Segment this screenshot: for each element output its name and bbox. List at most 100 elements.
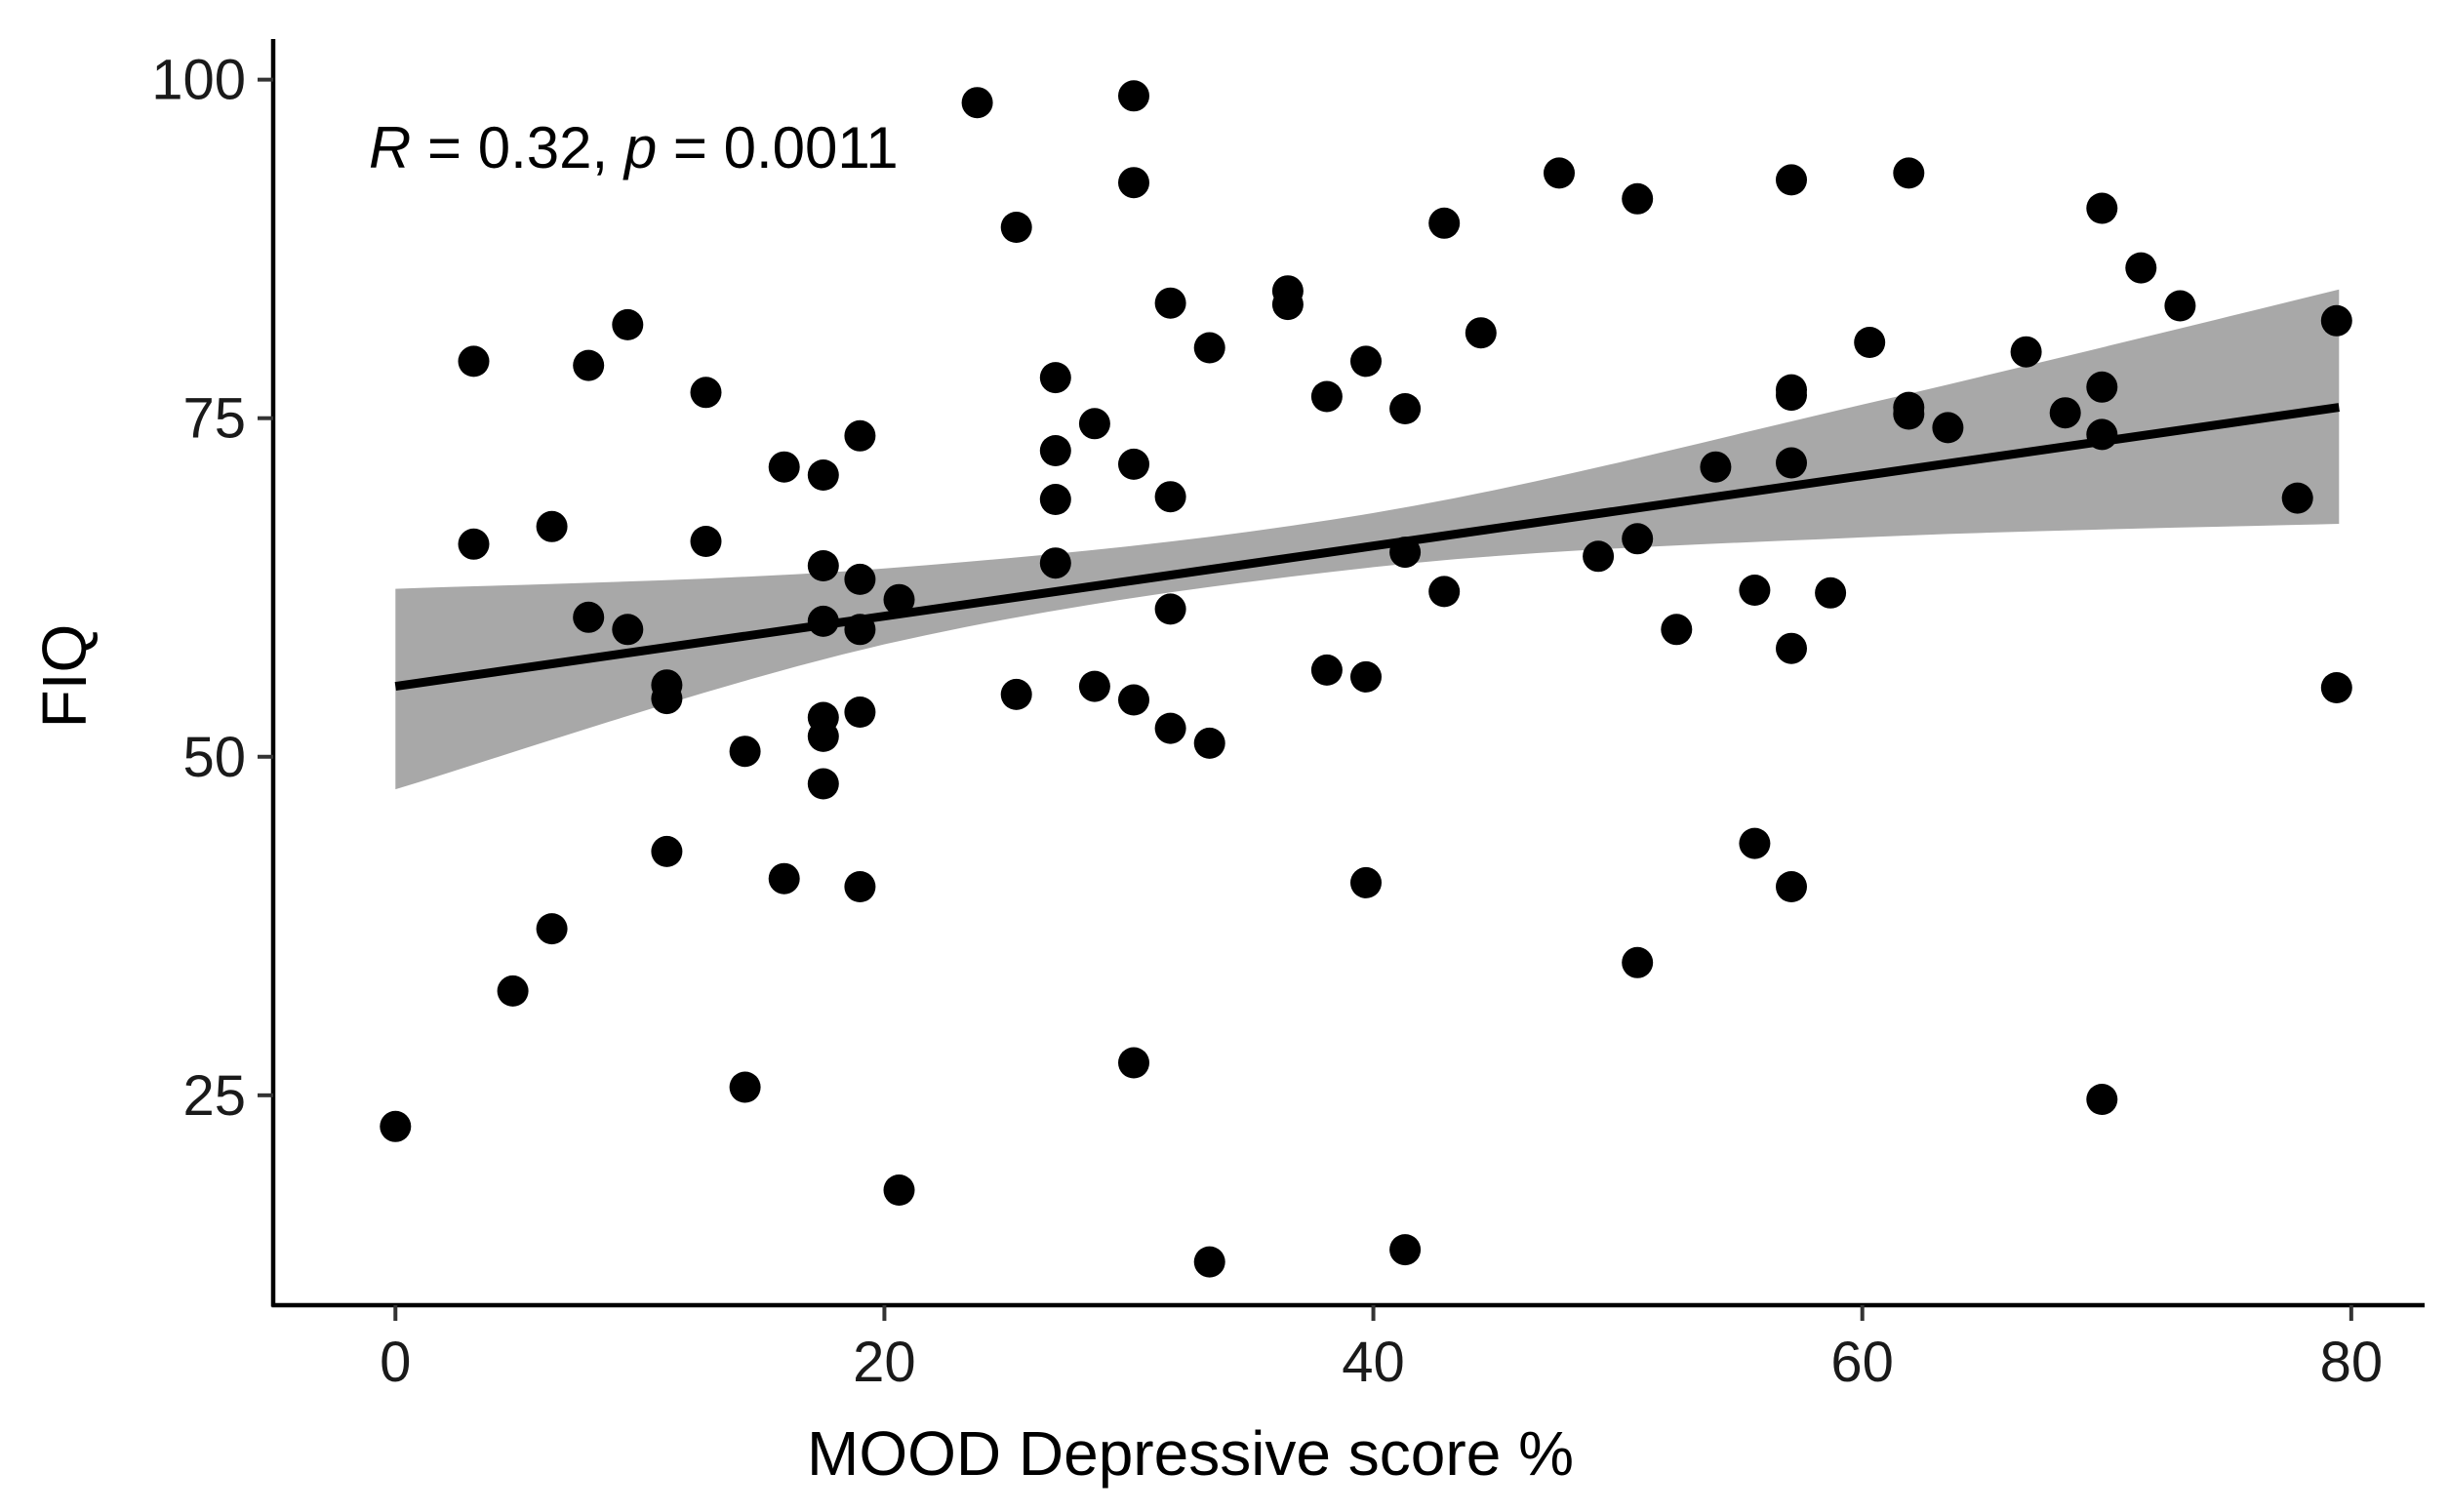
annotation-p-label: p — [622, 115, 657, 180]
data-point — [1776, 379, 1807, 412]
data-point — [573, 601, 605, 633]
data-point — [1350, 866, 1382, 898]
y-tick-label: 100 — [151, 49, 246, 112]
data-point — [2320, 672, 2352, 703]
data-point — [1000, 212, 1032, 243]
data-point — [2086, 1084, 2118, 1115]
data-point — [729, 1071, 761, 1103]
data-point — [1700, 451, 1732, 483]
confidence-band-layer — [395, 289, 2340, 790]
data-point — [651, 683, 683, 715]
data-point — [1622, 182, 1654, 215]
data-point — [1389, 393, 1422, 424]
data-point — [1310, 380, 1343, 413]
data-point — [1544, 157, 1575, 189]
x-tick-label: 20 — [853, 1331, 916, 1394]
x-axis-title: MOOD Depressive score % — [807, 1418, 1574, 1489]
data-point — [1428, 576, 1461, 608]
data-point — [1622, 523, 1654, 555]
x-tick-label: 0 — [380, 1331, 411, 1394]
confidence-band — [395, 289, 2340, 790]
data-point — [1118, 1047, 1149, 1079]
data-point — [2164, 290, 2196, 322]
data-point — [1154, 287, 1186, 319]
data-point — [2086, 371, 2118, 403]
data-point — [807, 768, 839, 800]
data-point — [1622, 946, 1654, 978]
data-point — [844, 419, 876, 452]
data-point — [1583, 540, 1615, 573]
data-point — [1154, 712, 1186, 744]
data-point — [1271, 289, 1304, 321]
annotation-r-label: R — [369, 115, 411, 180]
data-point — [844, 696, 876, 728]
data-point — [458, 528, 490, 560]
data-point — [844, 563, 876, 595]
data-points-layer — [380, 80, 2352, 1278]
data-point — [807, 459, 839, 491]
data-point — [1776, 632, 1807, 664]
axes-layer: 0 20 40 60 80 25 50 75 100 — [151, 39, 2425, 1394]
data-point — [1310, 654, 1343, 686]
data-point — [1350, 660, 1382, 693]
data-point — [2049, 397, 2081, 429]
data-point — [1854, 327, 1886, 358]
data-point — [1776, 871, 1807, 902]
annotation-p-value: = 0.0011 — [657, 115, 898, 180]
data-point — [2125, 252, 2157, 284]
data-point — [612, 614, 644, 646]
data-point — [1039, 547, 1071, 579]
data-point — [1389, 537, 1422, 569]
data-point — [1815, 577, 1847, 609]
data-point — [536, 510, 568, 542]
data-point — [1193, 332, 1225, 364]
data-point — [844, 614, 876, 646]
data-point — [1000, 678, 1032, 710]
data-point — [573, 349, 605, 381]
x-tick-label: 60 — [1830, 1331, 1894, 1394]
data-point — [729, 736, 761, 768]
data-point — [883, 1174, 915, 1206]
data-point — [458, 345, 490, 378]
y-tick-label: 50 — [182, 726, 246, 789]
data-point — [1039, 435, 1071, 466]
data-point — [2086, 192, 2118, 224]
data-point — [1465, 317, 1497, 349]
data-point — [1154, 481, 1186, 513]
data-point — [1039, 362, 1071, 394]
data-point — [2281, 482, 2313, 514]
data-point — [1389, 1234, 1422, 1266]
data-point — [1154, 593, 1186, 625]
data-point — [768, 451, 800, 483]
data-point — [1039, 484, 1071, 515]
data-point — [1428, 207, 1461, 239]
data-point — [1193, 1246, 1225, 1278]
y-tick-label: 25 — [182, 1064, 246, 1128]
data-point — [1118, 448, 1149, 480]
data-point — [1776, 164, 1807, 196]
data-point — [768, 862, 800, 895]
data-point — [1118, 80, 1149, 112]
data-point — [497, 975, 529, 1007]
data-point — [1893, 398, 1925, 430]
y-axis-title: FIQ — [29, 624, 100, 729]
data-point — [1739, 827, 1771, 859]
data-point — [1078, 408, 1110, 440]
data-point — [1078, 670, 1110, 702]
data-point — [1893, 157, 1925, 189]
data-point — [844, 871, 876, 902]
data-point — [1350, 345, 1382, 378]
data-point — [1193, 727, 1225, 759]
data-point — [807, 720, 839, 752]
x-tick-label: 40 — [1342, 1331, 1405, 1394]
y-tick-label: 75 — [182, 387, 246, 451]
data-point — [1118, 167, 1149, 199]
data-point — [1739, 575, 1771, 606]
data-point — [1776, 447, 1807, 479]
regression-line-layer — [394, 403, 2340, 692]
regression-line — [394, 403, 2340, 692]
data-point — [536, 913, 568, 945]
data-point — [612, 308, 644, 340]
data-point — [690, 526, 722, 557]
